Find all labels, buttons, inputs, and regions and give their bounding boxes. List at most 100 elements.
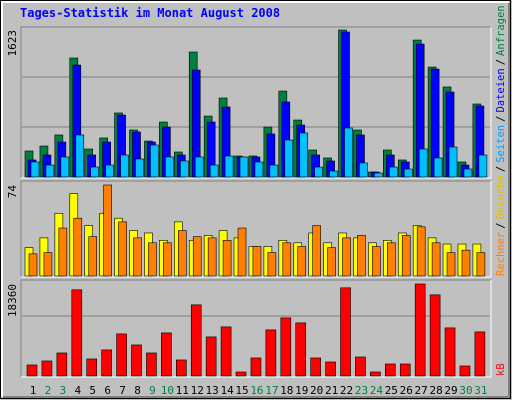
bar (120, 154, 129, 178)
bar (265, 329, 277, 377)
bar (389, 166, 398, 178)
bar (86, 358, 98, 377)
bar (370, 371, 381, 377)
bar (28, 253, 38, 277)
bevel (3, 3, 510, 398)
panel-border (21, 280, 492, 378)
legend-separator: / (495, 116, 507, 122)
bar (372, 246, 381, 277)
y-tick-label: 18360 (6, 284, 19, 317)
bar (359, 162, 368, 178)
panel-border (20, 279, 491, 377)
bar (329, 170, 338, 178)
bar (60, 156, 70, 178)
bar (220, 326, 232, 377)
bar (135, 158, 144, 178)
y-tick-label: 74 (6, 185, 19, 199)
bar (75, 134, 85, 178)
panel-border (21, 181, 492, 278)
bar (131, 344, 142, 377)
x-tick-label: 7 (119, 384, 126, 397)
bar (385, 363, 396, 377)
bar (224, 155, 234, 178)
bar (101, 349, 112, 377)
x-tick-label: 17 (265, 384, 278, 397)
x-tick-label: 20 (310, 384, 323, 397)
x-tick-label: 26 (400, 384, 413, 397)
bar (190, 304, 202, 377)
legend-separator: / (495, 166, 507, 172)
bar (26, 364, 38, 377)
bar (30, 161, 40, 178)
x-tick-label: 27 (415, 384, 428, 397)
bar (222, 240, 232, 277)
bar (205, 336, 217, 377)
legend-entry: Dateien (495, 68, 507, 112)
x-tick-label: 16 (250, 384, 263, 397)
bar (282, 242, 292, 277)
bar (88, 236, 98, 277)
bar (176, 359, 187, 377)
bar (474, 331, 486, 377)
bar (314, 166, 323, 178)
bar (310, 357, 321, 377)
bar (209, 164, 219, 178)
bar (414, 283, 426, 377)
bar (295, 322, 307, 377)
x-tick-label: 22 (340, 384, 353, 397)
bar (403, 168, 413, 178)
legend-entry: Rechner (495, 232, 507, 276)
bar (444, 327, 456, 377)
x-tick-label: 23 (355, 384, 368, 397)
bar (459, 365, 471, 377)
bar (178, 230, 187, 277)
bar (116, 333, 127, 377)
legend: Rechner / Besuche / Seiten / Dateien / Anfragen (495, 5, 507, 276)
bar (163, 242, 172, 277)
bar (344, 127, 353, 178)
bar (433, 157, 443, 178)
bar (58, 227, 68, 277)
panel-border (21, 27, 492, 179)
bar (446, 252, 456, 277)
bar (448, 146, 458, 178)
bar (461, 249, 471, 277)
x-tick-label: 31 (474, 384, 487, 397)
bar (299, 132, 309, 178)
bar (431, 242, 441, 277)
bar (374, 172, 383, 178)
bar (194, 156, 204, 178)
bar (250, 357, 262, 377)
bar (43, 252, 53, 277)
bar (45, 164, 55, 178)
y-tick-label: 1623 (6, 30, 19, 57)
legend-entry: Anfragen (495, 5, 507, 56)
bar (73, 217, 83, 277)
panel-border (20, 180, 491, 277)
bar (267, 252, 277, 277)
x-tick-label: 28 (429, 384, 442, 397)
chart-title: Tages-Statistik im Monat August 2008 (20, 6, 280, 20)
x-tick-label: 8 (134, 384, 141, 397)
bar (284, 139, 294, 178)
x-tick-label: 13 (206, 384, 219, 397)
bar (476, 252, 486, 277)
x-tick-label: 21 (325, 384, 338, 397)
bar (340, 287, 351, 377)
bar (399, 363, 411, 377)
panel-border (20, 26, 491, 178)
x-tick-label: 19 (295, 384, 308, 397)
bar (105, 164, 114, 178)
bar (71, 289, 83, 377)
bar (342, 237, 351, 277)
bar (146, 352, 157, 377)
legend-entry: Seiten (495, 125, 507, 163)
bar (161, 332, 172, 377)
bar (207, 237, 217, 277)
bar (118, 221, 127, 277)
bar (252, 246, 262, 277)
